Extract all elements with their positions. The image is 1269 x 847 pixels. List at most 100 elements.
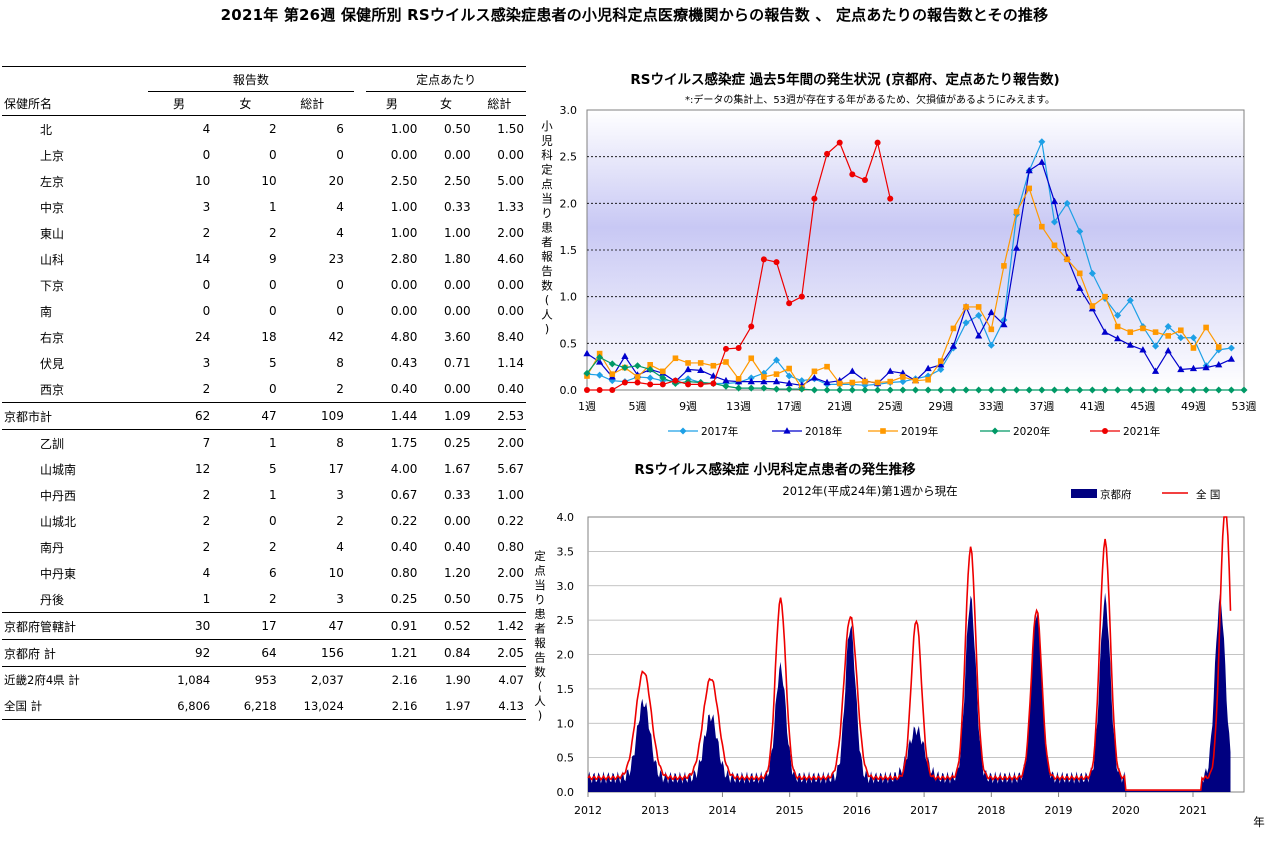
data-point xyxy=(887,195,894,202)
data-point xyxy=(1177,365,1185,373)
data-point xyxy=(785,385,793,393)
data-point xyxy=(962,319,970,327)
data-point xyxy=(900,374,906,380)
data-point xyxy=(608,360,616,368)
table-row: 左京 10 10 20 2.50 2.50 5.00 xyxy=(2,168,526,194)
health-center-name: 北 xyxy=(40,122,53,137)
table-cell: 1.80 xyxy=(443,252,471,266)
table-cell: 1.75 xyxy=(390,436,418,450)
series-2020年 xyxy=(583,353,1248,394)
table-cell: 9 xyxy=(269,252,277,266)
data-point xyxy=(1114,334,1122,342)
table-cell: 1.97 xyxy=(421,693,475,720)
data-point xyxy=(760,256,767,263)
y-tick-label: 4.0 xyxy=(557,511,575,524)
data-point xyxy=(1139,346,1147,353)
data-point xyxy=(836,386,844,394)
table-cell: 3 xyxy=(202,356,211,370)
table-cell: 0.50 xyxy=(421,586,475,613)
table-row: 近畿2府4県 計 1,084 953 2,037 2.16 1.90 4.07 xyxy=(2,667,526,694)
data-point xyxy=(848,367,856,374)
table-cell: 4 xyxy=(336,540,344,554)
table-cell: 8 xyxy=(336,436,344,450)
data-point xyxy=(1178,327,1184,334)
data-point xyxy=(634,379,641,386)
health-center-name: 京都府管轄計 xyxy=(2,612,148,640)
table-cell: 0 xyxy=(202,148,211,162)
y-tick-label: 2.0 xyxy=(557,649,575,662)
legend-marker xyxy=(880,428,886,434)
data-point xyxy=(621,364,629,372)
data-point xyxy=(697,360,704,366)
table-cell: 0.43 xyxy=(390,356,418,370)
series-national-line xyxy=(587,516,1232,791)
data-point xyxy=(987,386,995,394)
table-cell: 47 xyxy=(280,612,354,640)
data-point xyxy=(1026,185,1033,192)
data-point xyxy=(722,382,730,390)
column-header: 男 xyxy=(147,91,215,116)
data-point xyxy=(886,386,894,394)
data-point xyxy=(596,387,603,393)
table-cell: 0.00 xyxy=(443,148,471,162)
data-point xyxy=(962,386,970,394)
x-tick-label: 41週 xyxy=(1080,400,1105,413)
column-header: 男 xyxy=(366,91,422,116)
data-point xyxy=(836,139,843,146)
table-row: 乙訓 7 1 8 1.75 0.25 2.00 xyxy=(2,430,526,457)
data-point xyxy=(1063,386,1071,394)
data-point xyxy=(924,386,932,394)
health-center-name: 山城北 xyxy=(40,514,77,529)
legend-label: 2020年 xyxy=(1013,425,1050,438)
data-point xyxy=(1164,347,1172,354)
health-center-name: 京都市計 xyxy=(2,402,148,430)
data-point xyxy=(785,372,793,380)
legend-item: 2019年 xyxy=(868,425,938,438)
table-cell: 4.00 xyxy=(390,462,418,476)
table-cell: 0 xyxy=(202,278,211,292)
health-center-name: 中丹西 xyxy=(40,488,77,503)
data-point xyxy=(988,326,995,333)
data-point xyxy=(925,376,931,383)
table-cell: 0 xyxy=(214,376,281,403)
table-row: 丹後 1 2 3 0.25 0.50 0.75 xyxy=(2,586,526,613)
data-point xyxy=(874,386,882,394)
data-point xyxy=(1101,328,1109,335)
data-point xyxy=(1038,386,1046,394)
table-cell: 1.00 xyxy=(390,226,418,240)
table-cell: 10 xyxy=(328,566,344,580)
data-point xyxy=(1126,341,1134,348)
table-cell: 3 xyxy=(202,200,211,214)
data-point xyxy=(672,377,679,384)
table-cell: 2 xyxy=(202,226,211,240)
data-point xyxy=(722,376,730,384)
table-row: 京都府 計 92 64 156 1.21 0.84 2.05 xyxy=(2,639,526,667)
health-center-name: 丹後 xyxy=(2,586,148,613)
table-cell: 0.71 xyxy=(443,356,471,370)
table-row: 京都市計 62 47 109 1.44 1.09 2.53 xyxy=(2,402,526,430)
table-cell: 23 xyxy=(328,252,344,266)
data-point xyxy=(975,386,983,394)
data-point xyxy=(659,381,666,388)
x-tick-label: 25週 xyxy=(878,400,903,413)
table-cell: 17 xyxy=(328,462,344,476)
series-kyoto-area xyxy=(588,592,1231,792)
health-center-name: 伏見 xyxy=(40,356,65,371)
table-cell: 4 xyxy=(336,200,344,214)
table-cell: 20 xyxy=(328,174,344,188)
health-center-name: 下京 xyxy=(40,278,65,293)
report-table: 報告数 定点あたり 保健所名男女総計男女総計北 4 2 6 1.00 0.50 1.50 上京 0 0… xyxy=(2,66,526,720)
data-point xyxy=(810,374,819,381)
data-point xyxy=(1025,386,1033,394)
data-point xyxy=(735,345,742,351)
data-point xyxy=(647,362,653,368)
table-column-header-row: 保健所名男女総計男女総計 xyxy=(2,91,526,116)
data-point xyxy=(773,371,780,377)
health-center-name: 中丹東 xyxy=(40,566,77,581)
data-point xyxy=(874,379,881,386)
legend-item: 全 国 xyxy=(1162,488,1220,501)
data-point xyxy=(786,365,792,372)
data-point xyxy=(1050,197,1059,205)
table-row: 全国 計 6,806 6,218 13,024 2.16 1.97 4.13 xyxy=(2,693,526,720)
x-tick-label: 2021 xyxy=(1179,804,1207,817)
